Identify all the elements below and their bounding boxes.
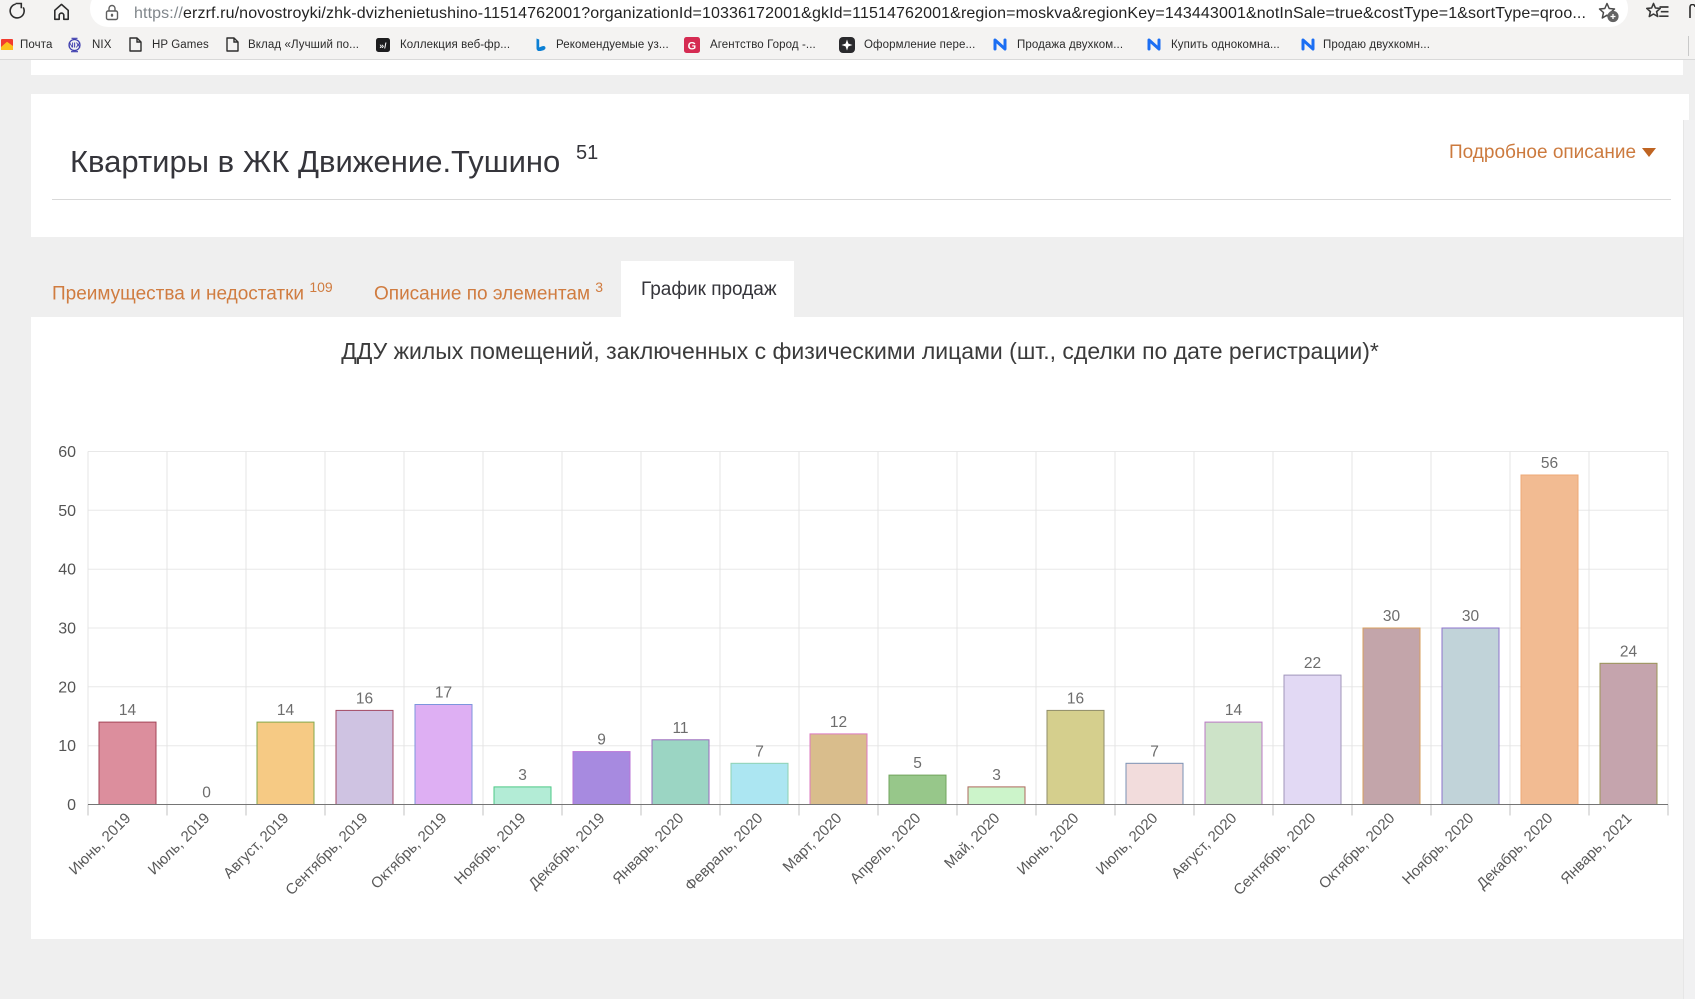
svg-text:Январь, 2020: Январь, 2020 bbox=[609, 810, 687, 888]
svg-text:NIX: NIX bbox=[68, 40, 80, 49]
svg-text:3: 3 bbox=[992, 767, 1001, 784]
svg-text:3: 3 bbox=[518, 767, 527, 784]
svg-text:50: 50 bbox=[58, 503, 76, 520]
svg-text:16: 16 bbox=[1067, 690, 1084, 707]
svg-text:56: 56 bbox=[1541, 455, 1558, 472]
svg-text:16: 16 bbox=[356, 690, 373, 707]
svg-text:Ноябрь, 2020: Ноябрь, 2020 bbox=[1399, 810, 1477, 888]
svg-text:14: 14 bbox=[277, 702, 295, 719]
svg-text:22: 22 bbox=[1304, 655, 1321, 672]
svg-text:Октябрь, 2019: Октябрь, 2019 bbox=[368, 810, 451, 893]
svg-text:Сентябрь, 2019: Сентябрь, 2019 bbox=[282, 810, 371, 899]
svg-text:60: 60 bbox=[58, 444, 76, 461]
svg-text:Апрель, 2020: Апрель, 2020 bbox=[847, 810, 924, 887]
svg-text:Сентябрь, 2020: Сентябрь, 2020 bbox=[1230, 810, 1319, 899]
svg-text:24: 24 bbox=[1620, 643, 1638, 660]
svg-text:Декабрь, 2019: Декабрь, 2019 bbox=[525, 810, 608, 893]
svg-text:Февраль, 2020: Февраль, 2020 bbox=[682, 810, 767, 895]
svg-text:10: 10 bbox=[58, 738, 76, 755]
svg-text:Июль, 2019: Июль, 2019 bbox=[145, 810, 214, 879]
svg-text:17: 17 bbox=[435, 685, 452, 702]
svg-text:Декабрь, 2020: Декабрь, 2020 bbox=[1473, 810, 1556, 893]
svg-text:»/: »/ bbox=[379, 40, 387, 50]
svg-text:Июнь, 2019: Июнь, 2019 bbox=[66, 810, 134, 878]
svg-text:7: 7 bbox=[755, 743, 764, 760]
svg-text:Июль, 2020: Июль, 2020 bbox=[1093, 810, 1162, 879]
svg-text:14: 14 bbox=[119, 702, 137, 719]
svg-text:40: 40 bbox=[58, 562, 76, 579]
svg-text:Август, 2020: Август, 2020 bbox=[1168, 810, 1240, 882]
svg-text:12: 12 bbox=[830, 714, 847, 731]
svg-text:0: 0 bbox=[202, 785, 211, 802]
svg-text:9: 9 bbox=[597, 732, 606, 749]
svg-text:Март, 2020: Март, 2020 bbox=[780, 810, 846, 876]
svg-text:7: 7 bbox=[1150, 743, 1159, 760]
svg-text:20: 20 bbox=[58, 679, 76, 696]
svg-text:Август, 2019: Август, 2019 bbox=[220, 810, 292, 882]
svg-text:Май, 2020: Май, 2020 bbox=[941, 810, 1003, 872]
svg-text:30: 30 bbox=[1462, 608, 1480, 625]
svg-text:Ноябрь, 2019: Ноябрь, 2019 bbox=[451, 810, 529, 888]
svg-text:0: 0 bbox=[67, 797, 76, 814]
svg-text:Январь, 2021: Январь, 2021 bbox=[1557, 810, 1635, 888]
svg-text:5: 5 bbox=[913, 755, 922, 772]
svg-text:Октябрь, 2020: Октябрь, 2020 bbox=[1316, 810, 1399, 893]
svg-text:30: 30 bbox=[1383, 608, 1401, 625]
svg-text:14: 14 bbox=[1225, 702, 1243, 719]
svg-text:ДДУ жилых помещений, заключенн: ДДУ жилых помещений, заключенных с физич… bbox=[341, 338, 1379, 364]
svg-text:11: 11 bbox=[672, 720, 688, 737]
svg-text:G: G bbox=[688, 40, 697, 52]
svg-text:30: 30 bbox=[58, 621, 76, 638]
svg-text:Июнь, 2020: Июнь, 2020 bbox=[1014, 810, 1082, 878]
